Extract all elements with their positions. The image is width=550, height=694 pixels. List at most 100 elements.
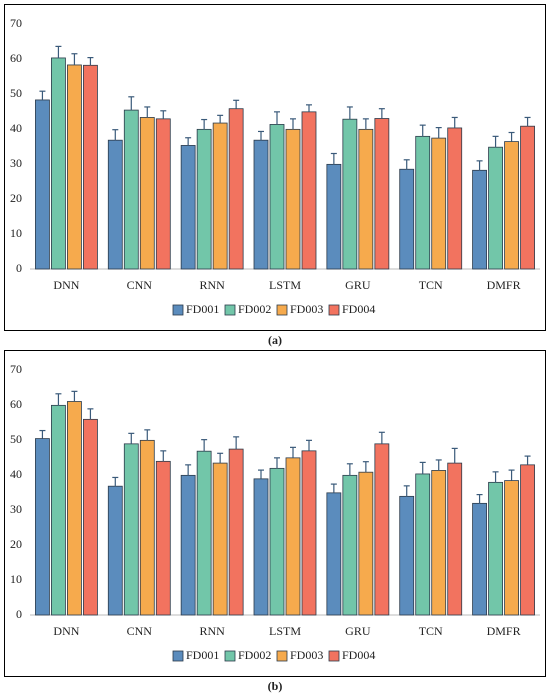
legend-label: FD004	[342, 648, 375, 662]
x-tick-label: LSTM	[269, 624, 301, 638]
y-tick-label: 50	[10, 86, 22, 100]
error-bar	[233, 436, 240, 450]
error-bar	[330, 152, 337, 165]
bar	[269, 467, 285, 616]
bar	[342, 474, 358, 616]
bar	[358, 128, 374, 270]
error-bar	[378, 431, 385, 444]
error-bar	[346, 463, 353, 476]
legend-swatch	[328, 650, 340, 662]
y-tick-label: 70	[10, 362, 22, 376]
x-tick-label: GRU	[345, 624, 371, 638]
error-bar	[39, 90, 46, 100]
bar	[399, 168, 415, 270]
error-bar	[128, 96, 135, 111]
bar	[472, 169, 487, 270]
x-tick-label: TCN	[419, 278, 443, 292]
error-bar	[87, 408, 94, 420]
x-tick-label: RNN	[199, 624, 225, 638]
error-bar	[362, 461, 369, 473]
error-bar	[87, 56, 94, 66]
legend-label: FD002	[238, 302, 271, 316]
legend-label: FD003	[290, 648, 323, 662]
bar	[326, 492, 342, 616]
legend-swatch	[172, 650, 184, 662]
error-bar	[346, 106, 353, 120]
error-bar	[419, 124, 426, 137]
bar	[83, 418, 98, 616]
bar	[228, 448, 244, 616]
bar	[253, 478, 269, 616]
bar	[123, 109, 139, 270]
bar	[447, 462, 463, 616]
y-tick-label: 40	[10, 467, 22, 481]
bar	[415, 473, 431, 616]
y-tick-label: 70	[10, 16, 22, 30]
bar	[431, 137, 447, 270]
y-tick-label: 60	[10, 51, 22, 65]
bar	[35, 99, 50, 270]
error-bar	[290, 446, 296, 458]
y-tick-label: 30	[10, 502, 22, 516]
bar	[212, 462, 228, 616]
error-bar	[274, 457, 280, 469]
bar	[180, 145, 196, 270]
error-bar	[144, 429, 151, 441]
bar	[269, 124, 285, 270]
error-bar	[524, 455, 531, 465]
bar	[107, 485, 123, 616]
bar	[488, 481, 503, 616]
bar	[180, 474, 196, 616]
x-tick-label: LSTM	[269, 278, 301, 292]
legend-label: FD002	[238, 648, 271, 662]
bar	[196, 128, 212, 270]
error-bar	[112, 476, 119, 487]
panel-frame	[4, 350, 546, 677]
error-bar	[492, 135, 499, 148]
bar	[342, 118, 358, 270]
error-bar	[39, 429, 46, 439]
bar	[212, 122, 228, 270]
bar	[374, 443, 390, 616]
x-tick-label: RNN	[199, 278, 225, 292]
x-tick-label: DMFR	[487, 278, 521, 292]
y-tick-label: 0	[16, 261, 22, 275]
error-bar	[330, 483, 337, 493]
legend-swatch	[224, 650, 236, 662]
error-bar	[185, 137, 192, 146]
bar	[326, 163, 342, 270]
y-tick-label: 40	[10, 121, 22, 135]
x-tick-label: CNN	[127, 278, 153, 292]
y-tick-label: 10	[10, 226, 22, 240]
error-bar	[290, 118, 296, 130]
legend-label: FD001	[186, 302, 219, 316]
y-tick-label: 20	[10, 191, 22, 205]
error-bar	[524, 116, 531, 127]
y-tick-label: 0	[16, 607, 22, 621]
legend-label: FD003	[290, 302, 323, 316]
error-bar	[160, 450, 167, 462]
error-bar	[508, 469, 515, 481]
bar	[447, 127, 463, 270]
bar	[488, 146, 503, 270]
bar	[83, 64, 98, 270]
bar	[415, 135, 431, 270]
error-bar	[201, 439, 208, 452]
bar	[35, 438, 50, 616]
bar	[301, 450, 317, 616]
legend-swatch	[172, 304, 184, 316]
error-bar	[258, 469, 264, 479]
bar	[374, 118, 390, 270]
bar	[123, 443, 139, 616]
error-bar	[55, 393, 62, 406]
x-tick-label: DNN	[53, 624, 79, 638]
error-bar	[185, 464, 192, 476]
bar	[285, 128, 301, 270]
bar	[301, 111, 317, 270]
bar	[520, 464, 535, 616]
bar	[504, 480, 519, 616]
error-bar	[274, 111, 280, 125]
error-bar	[435, 126, 442, 139]
